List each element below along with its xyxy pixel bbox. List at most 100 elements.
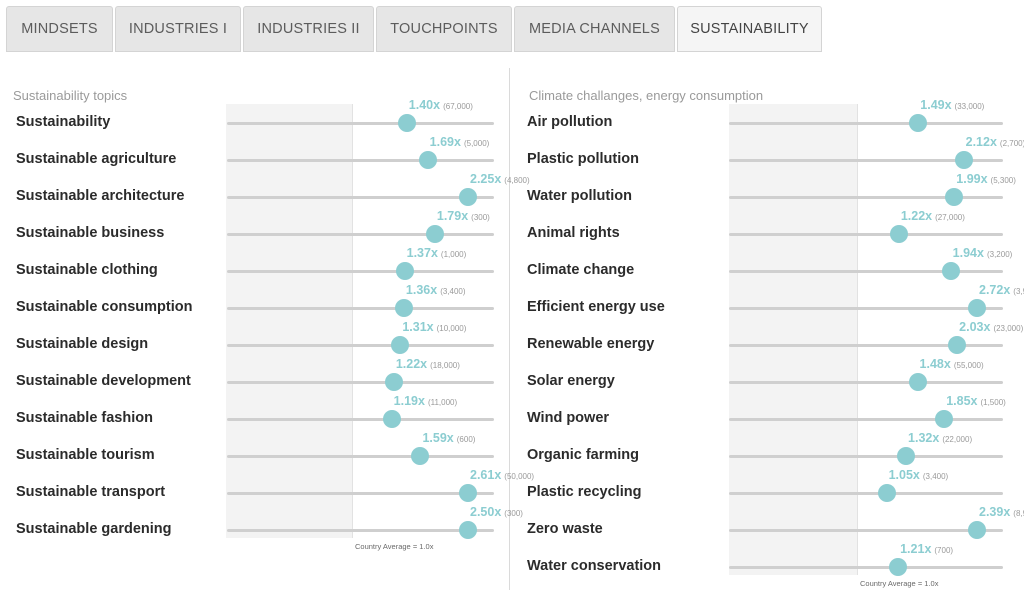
topic-row[interactable]: Plastic pollution 2.12x (2,700) [510, 135, 1024, 178]
index-marker[interactable] [968, 521, 986, 539]
index-marker[interactable] [411, 447, 430, 465]
sustainability-topics-panel: Sustainability topics Sustainability 1.40… [0, 68, 534, 590]
topic-row[interactable]: Sustainable gardening 2.50x (300) [0, 505, 523, 548]
index-ratio: 1.59x [422, 431, 454, 445]
topic-label: Sustainable development [16, 373, 191, 389]
index-ratio: 2.50x [470, 505, 502, 519]
index-track [729, 418, 1003, 421]
topic-row[interactable]: Plastic recycling 1.05x (3,400) [510, 468, 1024, 511]
index-ratio: 1.85x [946, 394, 978, 408]
index-track [729, 381, 1003, 384]
index-marker[interactable] [459, 521, 477, 539]
index-marker[interactable] [941, 262, 960, 280]
index-marker[interactable] [382, 410, 401, 428]
topic-label: Climate change [527, 262, 635, 278]
topic-label: Sustainable architecture [16, 188, 185, 204]
topic-row[interactable]: Efficient energy use 2.72x(3,900) [510, 283, 1024, 326]
index-value: 1.85x (1,500) [946, 392, 1006, 410]
index-marker[interactable] [968, 299, 986, 317]
tab-sustainability[interactable]: SUSTAINABILITY [677, 6, 822, 52]
index-track [729, 196, 1003, 199]
index-marker[interactable] [877, 484, 896, 502]
index-ratio: 1.32x [908, 431, 940, 445]
index-marker[interactable] [945, 188, 964, 206]
index-value: 1.79x (300) [437, 207, 490, 225]
index-marker[interactable] [397, 114, 416, 132]
topic-label: Air pollution [527, 114, 613, 130]
index-track [729, 307, 1003, 310]
topic-row[interactable]: Sustainable development 1.22x (18,000) [0, 357, 508, 400]
topic-row[interactable]: Climate change 1.94x (3,200) [510, 246, 1024, 289]
topic-row[interactable]: Sustainable architecture 2.25x (4,800) [0, 172, 530, 215]
audience-count: (4,800) [504, 176, 530, 185]
topic-row[interactable]: Water conservation 1.21x (700) [510, 542, 1024, 585]
tab-industries-ii[interactable]: INDUSTRIES II [243, 6, 374, 52]
index-marker[interactable] [459, 188, 477, 206]
index-ratio: 2.03x [959, 320, 991, 334]
index-value: 1.40x (67,000) [409, 96, 473, 114]
index-marker[interactable] [889, 225, 908, 243]
index-ratio: 2.12x [965, 135, 997, 149]
audience-count: (33,000) [954, 102, 985, 111]
index-marker[interactable] [459, 484, 477, 502]
topic-row[interactable]: Wind power 1.85x (1,500) [510, 394, 1024, 437]
index-marker[interactable] [954, 151, 973, 169]
index-marker[interactable] [391, 336, 410, 354]
topic-label: Organic farming [527, 447, 639, 463]
topic-label: Sustainable fashion [16, 410, 153, 426]
index-marker[interactable] [394, 299, 413, 317]
tab-industries-i[interactable]: INDUSTRIES I [115, 6, 241, 52]
index-marker[interactable] [418, 151, 437, 169]
index-marker[interactable] [384, 373, 403, 391]
topic-row[interactable]: Animal rights 1.22x (27,000) [510, 209, 1024, 252]
topic-label: Sustainable design [16, 336, 149, 352]
topic-row[interactable]: Solar energy 1.48x (55,000) [510, 357, 1024, 400]
topic-row[interactable]: Sustainable agriculture 1.69x (5,000) [0, 135, 508, 178]
topic-row[interactable]: Renewable energy 2.03x (23,000) [510, 320, 1024, 363]
topic-row[interactable]: Organic farming 1.32x (22,000) [510, 431, 1024, 474]
index-ratio: 1.37x [406, 246, 438, 260]
index-marker[interactable] [909, 114, 928, 132]
topic-row[interactable]: Zero waste 2.39x(8,900) [510, 505, 1024, 548]
country-average-note: Country Average = 1.0x [355, 542, 434, 551]
topic-row[interactable]: Sustainability 1.40x (67,000) [0, 98, 508, 141]
topic-label: Sustainable gardening [16, 521, 172, 537]
index-marker[interactable] [935, 410, 954, 428]
climate-challenges-panel: Climate challanges, energy consumption A… [510, 68, 1024, 590]
topic-row[interactable]: Water pollution 1.99x (5,300) [510, 172, 1024, 215]
index-track [729, 159, 1003, 162]
index-marker[interactable] [889, 558, 908, 576]
average-band [226, 104, 353, 538]
topic-label: Sustainable agriculture [16, 151, 177, 167]
index-ratio: 1.69x [429, 135, 461, 149]
tab-touchpoints[interactable]: TOUCHPOINTS [376, 6, 512, 52]
index-ratio: 2.25x [470, 172, 502, 186]
index-ratio: 1.22x [900, 209, 933, 223]
topic-label: Sustainable consumption [16, 299, 193, 315]
topic-row[interactable]: Air pollution 1.49x (33,000) [510, 98, 1024, 141]
topic-row[interactable]: Sustainable transport 2.61x (50,000) [0, 468, 534, 511]
index-track [227, 455, 494, 458]
topic-label: Sustainable business [16, 225, 165, 241]
index-ratio: 1.40x [408, 98, 441, 112]
index-marker[interactable] [948, 336, 967, 354]
index-value: 2.12x (2,700) [966, 133, 1024, 151]
index-value: 2.72x(3,900) [979, 281, 1024, 299]
audience-count: (10,000) [436, 324, 467, 333]
index-ratio: 2.61x [470, 468, 502, 482]
tab-media-channels[interactable]: MEDIA CHANNELS [514, 6, 675, 52]
index-track [729, 492, 1003, 495]
index-marker[interactable] [425, 225, 444, 243]
index-marker[interactable] [908, 373, 927, 391]
index-marker[interactable] [395, 262, 414, 280]
country-average-line [352, 104, 353, 538]
topic-row[interactable]: Sustainable business 1.79x (300) [0, 209, 508, 252]
topic-row[interactable]: Sustainable fashion 1.19x (11,000) [0, 394, 508, 437]
index-ratio: 1.48x [919, 357, 951, 371]
tab-mindsets[interactable]: MINDSETS [6, 6, 113, 52]
topic-row[interactable]: Sustainable design 1.31x (10,000) [0, 320, 508, 363]
topic-row[interactable]: Sustainable clothing 1.37x (1,000) [0, 246, 508, 289]
index-marker[interactable] [897, 447, 916, 465]
topic-row[interactable]: Sustainable tourism 1.59x (600) [0, 431, 508, 474]
topic-row[interactable]: Sustainable consumption 1.36x (3,400) [0, 283, 508, 326]
